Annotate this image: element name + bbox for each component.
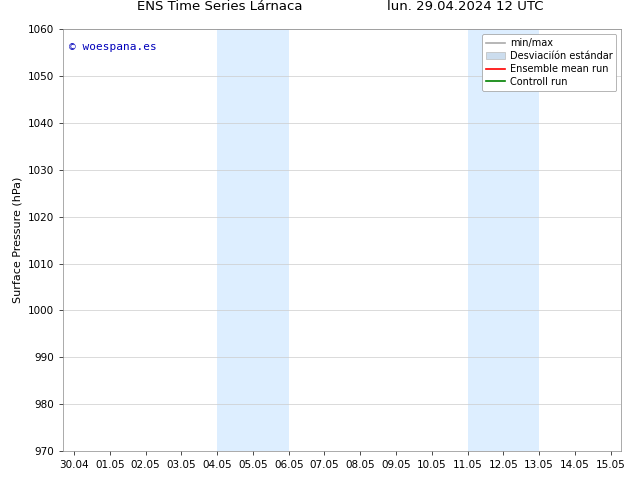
Text: lun. 29.04.2024 12 UTC: lun. 29.04.2024 12 UTC: [387, 0, 543, 13]
Legend: min/max, Desviaciíón estándar, Ensemble mean run, Controll run: min/max, Desviaciíón estándar, Ensemble …: [482, 34, 616, 91]
Bar: [217, 29, 288, 451]
Text: © woespana.es: © woespana.es: [69, 42, 157, 52]
Y-axis label: Surface Pressure (hPa): Surface Pressure (hPa): [13, 177, 23, 303]
Bar: [467, 29, 539, 451]
Text: ENS Time Series Lárnaca: ENS Time Series Lárnaca: [137, 0, 302, 13]
